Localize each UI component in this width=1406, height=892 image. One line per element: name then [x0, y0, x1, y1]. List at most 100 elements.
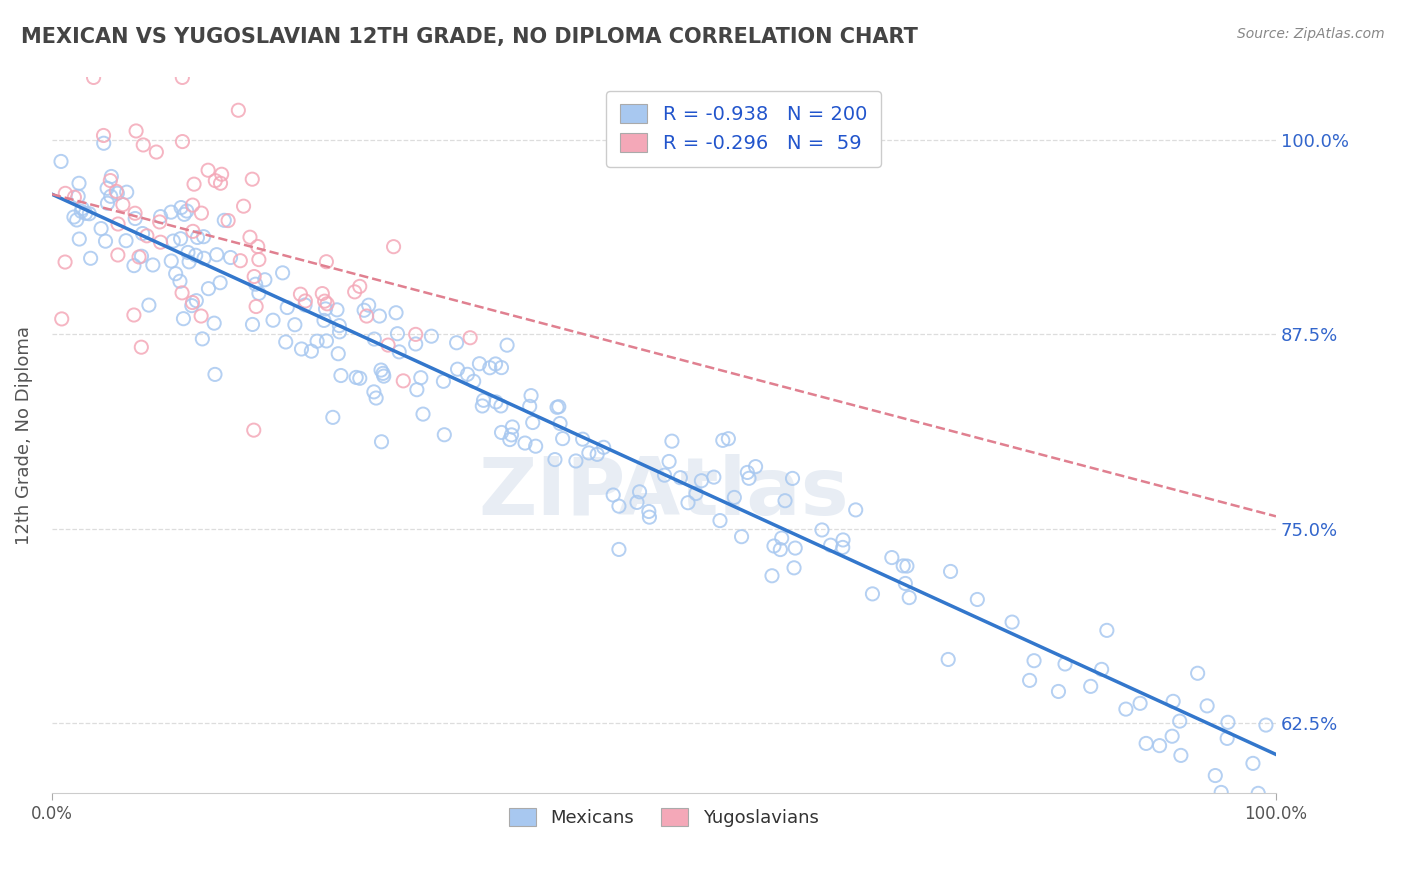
Point	[172, 135, 194, 149]
Point	[501, 428, 523, 442]
Point	[363, 332, 385, 346]
Point	[513, 436, 536, 450]
Point	[100, 189, 122, 203]
Point	[703, 470, 725, 484]
Point	[242, 318, 264, 332]
Point	[1187, 666, 1209, 681]
Point	[373, 369, 395, 384]
Point	[239, 230, 262, 244]
Point	[586, 447, 609, 461]
Point	[51, 312, 73, 326]
Point	[94, 234, 117, 248]
Point	[522, 416, 544, 430]
Point	[894, 576, 917, 591]
Point	[1161, 729, 1184, 743]
Point	[202, 316, 225, 330]
Point	[246, 239, 269, 253]
Point	[1241, 756, 1264, 771]
Text: ZIPAtlas: ZIPAtlas	[478, 454, 849, 532]
Point	[377, 338, 399, 352]
Point	[96, 196, 118, 211]
Point	[190, 206, 212, 220]
Point	[197, 282, 219, 296]
Legend: Mexicans, Yugoslavians: Mexicans, Yugoslavians	[502, 801, 825, 834]
Point	[176, 204, 198, 219]
Point	[299, 344, 322, 359]
Point	[711, 434, 734, 448]
Point	[1211, 785, 1233, 799]
Point	[326, 302, 349, 317]
Point	[782, 471, 804, 485]
Point	[172, 311, 194, 326]
Point	[432, 374, 454, 388]
Point	[111, 197, 134, 211]
Point	[546, 401, 568, 415]
Point	[446, 362, 468, 376]
Point	[496, 338, 519, 352]
Point	[125, 124, 148, 138]
Point	[204, 173, 226, 187]
Point	[183, 177, 205, 191]
Point	[607, 542, 630, 557]
Point	[177, 245, 200, 260]
Point	[744, 459, 766, 474]
Point	[571, 432, 593, 446]
Point	[676, 496, 699, 510]
Point	[1161, 694, 1184, 708]
Point	[565, 454, 588, 468]
Point	[128, 250, 150, 264]
Point	[294, 298, 316, 312]
Point	[83, 70, 105, 85]
Point	[578, 446, 600, 460]
Point	[93, 136, 115, 151]
Point	[107, 217, 129, 231]
Point	[243, 269, 266, 284]
Point	[179, 255, 201, 269]
Point	[160, 205, 183, 219]
Point	[204, 368, 226, 382]
Point	[63, 210, 86, 224]
Point	[329, 368, 352, 383]
Point	[294, 293, 316, 308]
Point	[172, 285, 194, 300]
Point	[107, 248, 129, 262]
Point	[193, 229, 215, 244]
Point	[769, 542, 792, 557]
Point	[276, 301, 298, 315]
Point	[328, 325, 350, 339]
Point	[63, 190, 86, 204]
Point	[392, 374, 415, 388]
Point	[312, 313, 335, 327]
Point	[761, 568, 783, 582]
Point	[353, 303, 375, 318]
Point	[290, 287, 312, 301]
Point	[1001, 615, 1024, 629]
Point	[245, 300, 267, 314]
Point	[70, 204, 93, 219]
Point	[385, 306, 408, 320]
Point	[1091, 662, 1114, 676]
Point	[501, 420, 523, 434]
Point	[628, 484, 651, 499]
Point	[551, 432, 574, 446]
Point	[90, 221, 112, 235]
Point	[409, 370, 432, 384]
Point	[785, 541, 807, 555]
Point	[67, 176, 90, 190]
Point	[328, 318, 350, 333]
Point	[181, 224, 204, 238]
Point	[66, 213, 89, 227]
Point	[184, 248, 207, 262]
Point	[1204, 768, 1226, 782]
Point	[115, 234, 138, 248]
Point	[831, 541, 853, 555]
Point	[247, 252, 270, 267]
Point	[387, 326, 409, 341]
Point	[382, 240, 405, 254]
Point	[669, 471, 692, 485]
Point	[169, 232, 191, 246]
Point	[131, 227, 153, 241]
Point	[290, 342, 312, 356]
Point	[124, 206, 146, 220]
Point	[93, 128, 115, 143]
